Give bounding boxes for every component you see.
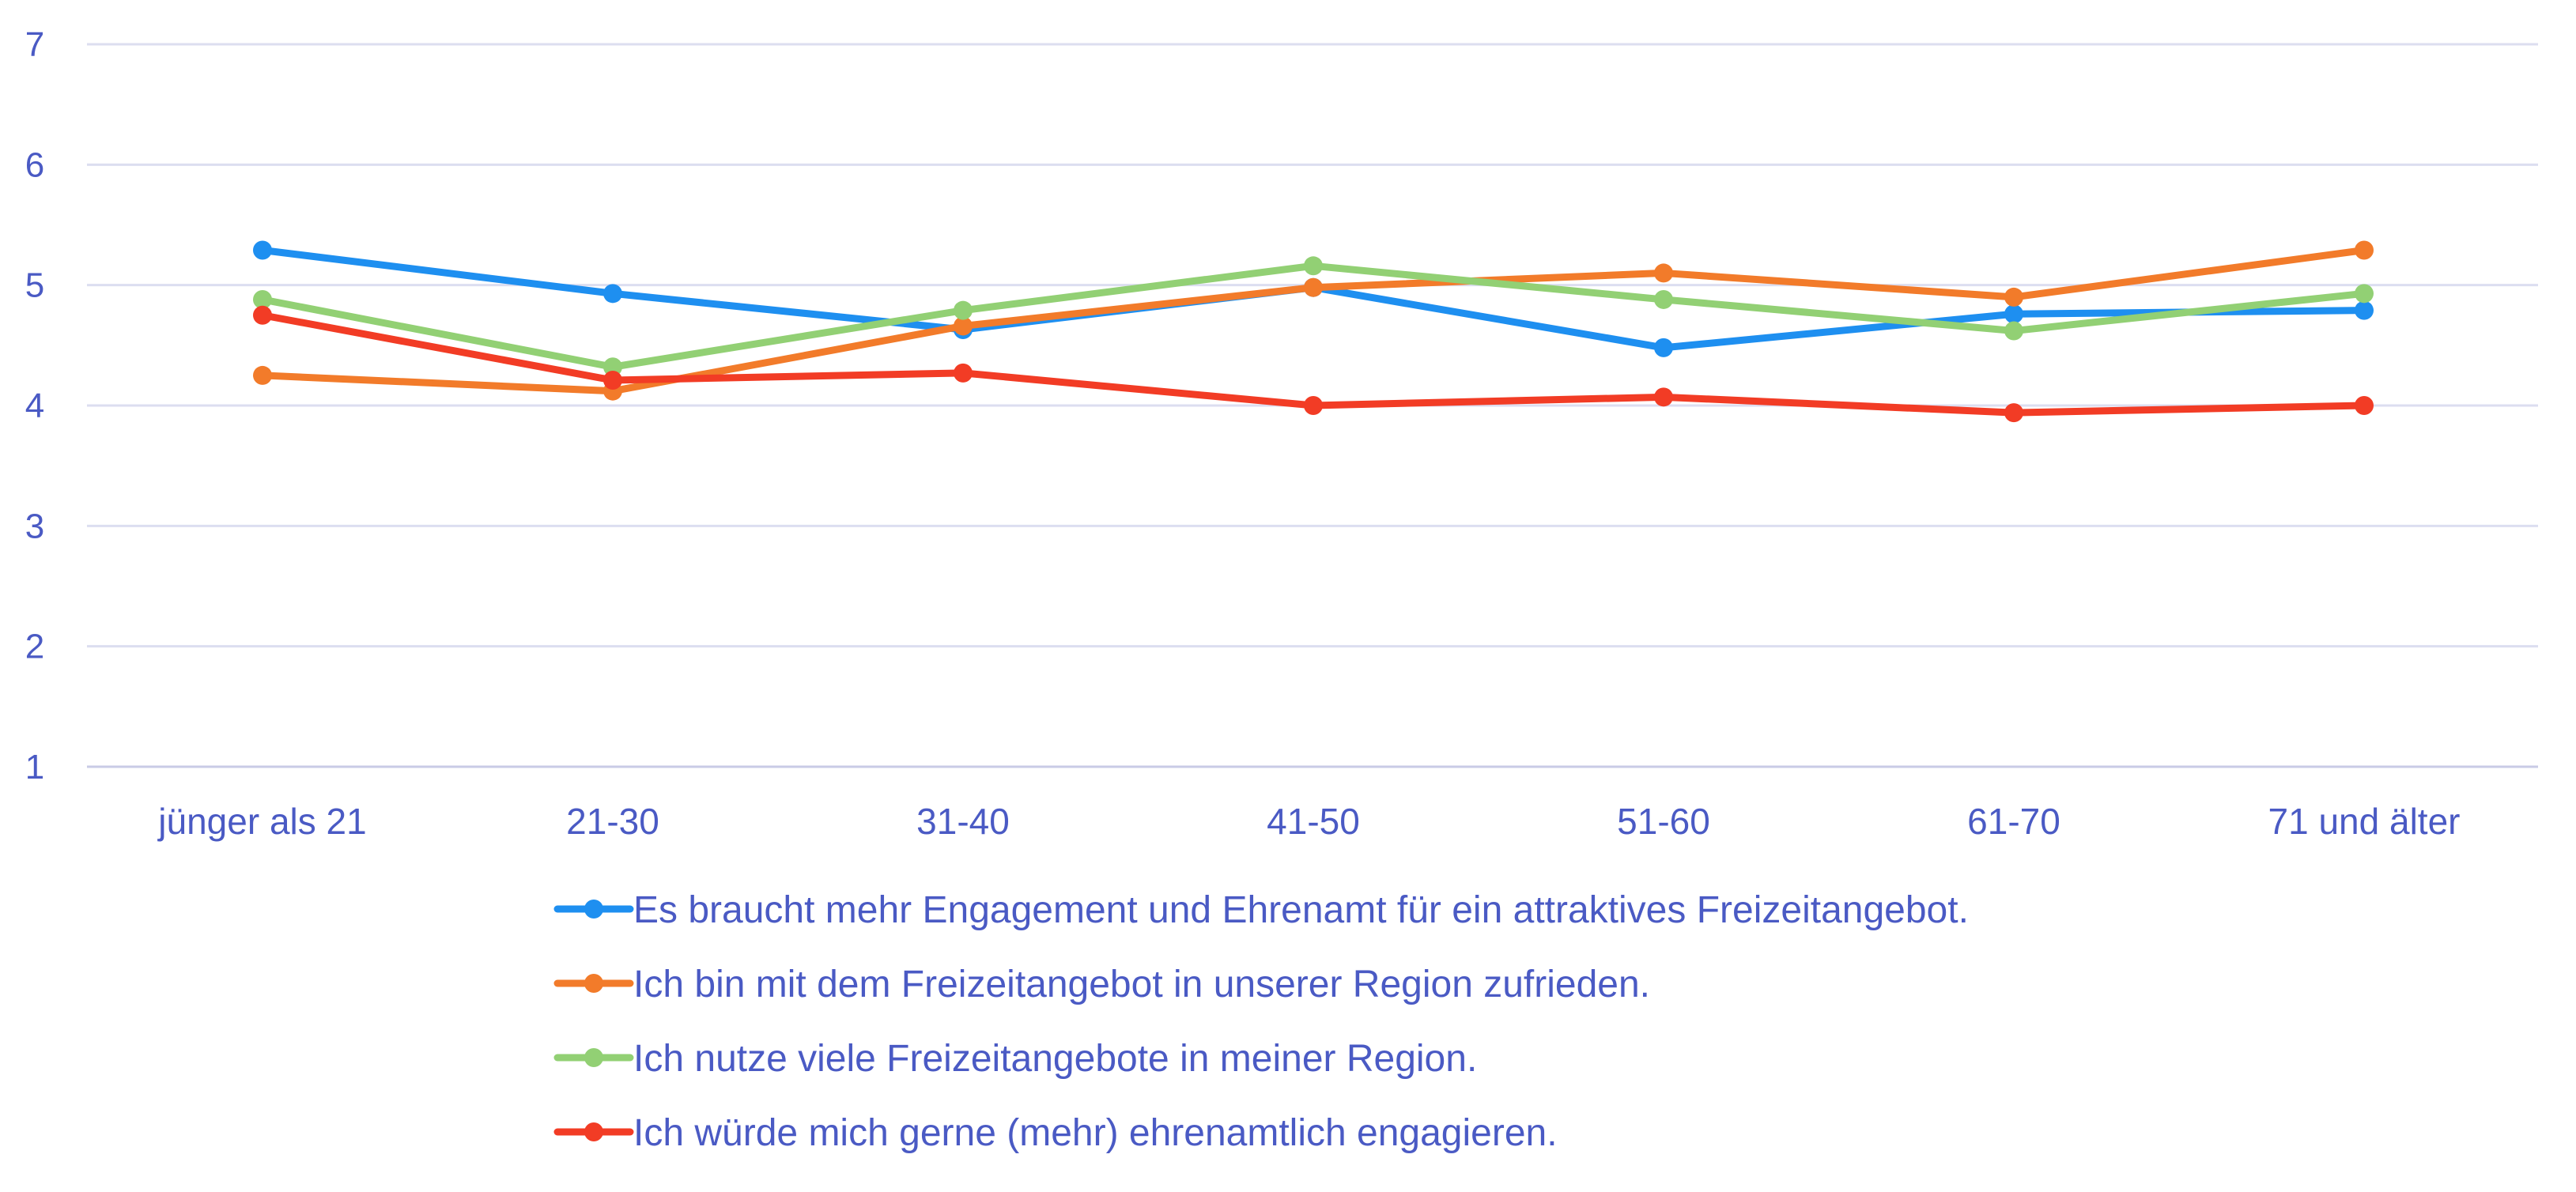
- data-point: [253, 240, 272, 260]
- data-point: [2355, 240, 2374, 260]
- data-point: [1654, 289, 1673, 309]
- data-point: [2355, 300, 2374, 320]
- y-tick-label: 5: [25, 266, 44, 305]
- data-point: [253, 365, 272, 385]
- legend: Es braucht mehr Engagement und Ehrenamt …: [553, 889, 1969, 1154]
- legend-swatch-marker: [584, 1122, 603, 1141]
- x-tick-label: 21-30: [566, 801, 659, 842]
- data-point: [1304, 396, 1323, 415]
- series-lines: [253, 240, 2374, 423]
- data-point: [954, 300, 973, 320]
- data-point: [603, 371, 622, 390]
- data-point: [2004, 321, 2023, 341]
- data-point: [954, 316, 973, 336]
- x-tick-label: 51-60: [1617, 801, 1710, 842]
- data-point: [2004, 304, 2023, 324]
- y-tick-label: 1: [25, 748, 44, 786]
- legend-label: Ich bin mit dem Freizeitangebot in unser…: [633, 964, 1650, 1005]
- data-point: [2004, 287, 2023, 307]
- legend-item: Es braucht mehr Engagement und Ehrenamt …: [553, 889, 1969, 931]
- x-tick-label: 61-70: [1967, 801, 2060, 842]
- legend-item: Ich würde mich gerne (mehr) ehrenamtlich…: [553, 1112, 1558, 1154]
- legend-swatch-marker: [584, 974, 603, 993]
- legend-item: Ich nutze viele Freizeitangebote in mein…: [553, 1038, 1477, 1080]
- y-tick-label: 6: [25, 145, 44, 184]
- x-tick-label: 31-40: [916, 801, 1010, 842]
- data-point: [1654, 263, 1673, 283]
- data-point: [1654, 387, 1673, 407]
- data-point: [2355, 396, 2374, 415]
- y-tick-label: 4: [25, 387, 44, 425]
- x-axis-ticks: jünger als 21 21-30 31-40 41-50 51-60 61-70 71…: [157, 801, 2460, 842]
- data-point: [1304, 277, 1323, 297]
- legend-label: Ich würde mich gerne (mehr) ehrenamtlich…: [633, 1112, 1558, 1154]
- data-point: [603, 357, 622, 377]
- legend-item: Ich bin mit dem Freizeitangebot in unser…: [553, 964, 1650, 1005]
- data-point: [603, 284, 622, 304]
- legend-swatch-marker: [584, 1048, 603, 1067]
- y-tick-label: 2: [25, 628, 44, 666]
- series-3: [253, 256, 2374, 377]
- y-tick-label: 7: [25, 25, 44, 64]
- y-axis-ticks: 1 2 3 4 5 6 7: [25, 25, 44, 786]
- data-point: [2004, 403, 2023, 423]
- x-tick-label: 41-50: [1267, 801, 1360, 842]
- y-tick-label: 3: [25, 507, 44, 545]
- data-point: [954, 363, 973, 383]
- data-point: [1304, 256, 1323, 276]
- legend-label: Ich nutze viele Freizeitangebote in mein…: [633, 1038, 1477, 1080]
- legend-label: Es braucht mehr Engagement und Ehrenamt …: [633, 889, 1969, 931]
- x-tick-label: jünger als 21: [157, 801, 366, 842]
- data-point: [253, 305, 272, 325]
- series-4: [253, 305, 2374, 423]
- data-point: [253, 289, 272, 309]
- x-tick-label: 71 und älter: [2268, 801, 2461, 842]
- data-point: [2355, 284, 2374, 304]
- data-point: [1654, 338, 1673, 357]
- legend-swatch-marker: [584, 900, 603, 919]
